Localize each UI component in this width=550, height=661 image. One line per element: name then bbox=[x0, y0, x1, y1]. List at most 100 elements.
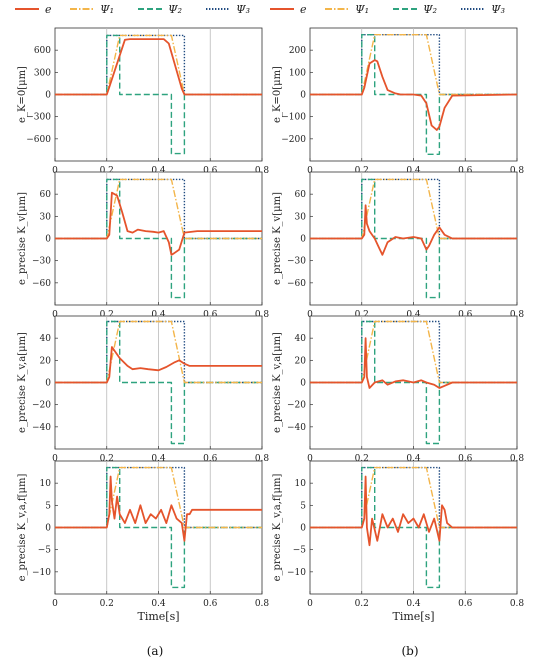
subplot-a-4: 10 5 0 −5 −10 0 0.2 0.4 0.6 0.8 e_precise K_v,a,f[… bbox=[17, 460, 270, 623]
y-tick-label: −60 bbox=[32, 279, 51, 289]
y-tick-label: −200 bbox=[281, 135, 306, 145]
x-tick-label: 0 bbox=[307, 599, 313, 609]
y-tick-label: 10 bbox=[295, 479, 307, 489]
y-axis-label: e_K=0[μm] bbox=[272, 66, 283, 123]
panel-label-a: (a) bbox=[147, 644, 164, 658]
subplot-a-3: 40 20 0 −20 −40 0 0.2 0.4 0.6 0.8 e_precise K_v,a[… bbox=[17, 315, 269, 464]
legend-label-psi3: Ψ₃ bbox=[491, 3, 505, 16]
subplot-b-2: 60 30 0 −30 −60 0 0.2 0.4 0.6 0.8 e_precise K_v[μm… bbox=[272, 171, 525, 320]
x-tick-label: 0 bbox=[307, 454, 313, 464]
series-line-e bbox=[310, 337, 517, 389]
x-tick-label: 0.6 bbox=[458, 310, 473, 320]
series-line-psi2 bbox=[310, 320, 517, 445]
x-tick-label: 0 bbox=[307, 166, 313, 176]
x-axis-label: Time[s] bbox=[392, 610, 434, 623]
y-tick-label: −20 bbox=[287, 401, 306, 411]
y-tick-label: −30 bbox=[287, 257, 306, 267]
y-tick-label: −40 bbox=[287, 423, 306, 433]
series-line-psi2 bbox=[55, 34, 262, 155]
y-tick-label: −300 bbox=[26, 113, 51, 123]
subplot-b-3: 40 20 0 −20 −40 0 0.2 0.4 0.6 0.8 e_precise K_v,a[… bbox=[272, 315, 524, 464]
y-tick-label: 30 bbox=[295, 212, 307, 222]
y-tick-label: 600 bbox=[34, 46, 51, 56]
x-tick-label: 0 bbox=[52, 599, 58, 609]
series-line-psi2 bbox=[55, 466, 262, 589]
y-tick-label: 0 bbox=[300, 379, 306, 389]
x-tick-label: 0.4 bbox=[151, 454, 166, 464]
x-tick-label: 0 bbox=[52, 454, 58, 464]
x-tick-label: 0.4 bbox=[406, 166, 421, 176]
y-tick-label: −600 bbox=[26, 135, 51, 145]
y-tick-label: 0 bbox=[300, 91, 306, 101]
y-tick-label: −40 bbox=[32, 423, 51, 433]
legend-label-psi3: Ψ₃ bbox=[236, 3, 250, 16]
y-tick-label: 30 bbox=[40, 212, 52, 222]
x-tick-label: 0.4 bbox=[151, 599, 166, 609]
x-tick-label: 0.6 bbox=[203, 454, 218, 464]
x-tick-label: 0.2 bbox=[355, 454, 369, 464]
x-tick-label: 0.4 bbox=[406, 599, 421, 609]
x-tick-label: 0.4 bbox=[151, 166, 166, 176]
y-tick-label: 0 bbox=[300, 235, 306, 245]
y-tick-label: 300 bbox=[34, 68, 51, 78]
legend-label-psi2: Ψ₂ bbox=[423, 3, 437, 16]
x-tick-label: 0.2 bbox=[355, 166, 369, 176]
x-tick-label: 0.8 bbox=[255, 310, 270, 320]
x-axis-label: Time[s] bbox=[137, 610, 179, 623]
x-tick-label: 0.2 bbox=[100, 454, 114, 464]
series-line-psi2 bbox=[55, 320, 262, 445]
subplot-b-1: 200 100 0 −100 −200 0 0.2 0.4 0.6 0.8 e_K=0[μm] bbox=[272, 27, 524, 176]
legend-label-e: e bbox=[300, 3, 307, 16]
y-axis-label: e_K=0[μm] bbox=[17, 66, 28, 123]
y-tick-label: −5 bbox=[38, 546, 52, 556]
x-tick-label: 0.8 bbox=[255, 166, 270, 176]
series-line-e bbox=[55, 475, 262, 542]
x-tick-label: 0.2 bbox=[355, 310, 369, 320]
y-tick-label: −10 bbox=[32, 568, 51, 578]
x-tick-label: 0.6 bbox=[203, 310, 218, 320]
series-line-e bbox=[310, 59, 517, 131]
legend-label-e: e bbox=[45, 3, 52, 16]
y-tick-label: 200 bbox=[289, 46, 306, 56]
y-tick-label: 40 bbox=[295, 334, 307, 344]
legend-right: e Ψ₁ Ψ₂ Ψ₃ bbox=[270, 3, 505, 16]
subplot-a-2: 60 30 0 −30 −60 0 0.2 0.4 0.6 0.8 e_precise K_v[μm… bbox=[17, 171, 270, 320]
y-tick-label: −20 bbox=[32, 401, 51, 411]
y-tick-label: 10 bbox=[40, 479, 52, 489]
y-tick-label: 0 bbox=[45, 235, 51, 245]
series-line-psi2 bbox=[310, 466, 517, 589]
y-tick-label: 0 bbox=[300, 524, 306, 534]
subplot-a-1: 600 300 0 −300 −600 0 0.2 0.4 0.6 0.8 e_K=0[μm] bbox=[17, 27, 270, 176]
x-tick-label: 0 bbox=[52, 166, 58, 176]
x-tick-label: 0.6 bbox=[203, 166, 218, 176]
series-line-psi2 bbox=[55, 178, 262, 299]
x-tick-label: 0.6 bbox=[458, 454, 473, 464]
x-tick-label: 0 bbox=[52, 310, 58, 320]
y-tick-label: −30 bbox=[32, 257, 51, 267]
legend-label-psi2: Ψ₂ bbox=[168, 3, 182, 16]
legend-left: e Ψ₁ Ψ₂ Ψ₃ bbox=[15, 3, 250, 16]
series-line-e bbox=[55, 346, 262, 384]
y-tick-label: 5 bbox=[300, 501, 306, 511]
x-tick-label: 0.2 bbox=[100, 599, 114, 609]
y-tick-label: 5 bbox=[45, 501, 51, 511]
y-tick-label: 20 bbox=[295, 356, 307, 366]
x-tick-label: 0.6 bbox=[458, 166, 473, 176]
x-tick-label: 0 bbox=[307, 310, 313, 320]
legend-label-psi1: Ψ₁ bbox=[355, 3, 369, 16]
y-tick-label: 0 bbox=[45, 524, 51, 534]
y-tick-label: −10 bbox=[287, 568, 306, 578]
x-tick-label: 0.6 bbox=[203, 599, 218, 609]
x-tick-label: 0.4 bbox=[406, 310, 421, 320]
x-tick-label: 0.4 bbox=[151, 310, 166, 320]
x-tick-label: 0.2 bbox=[355, 599, 369, 609]
x-tick-label: 0.2 bbox=[100, 310, 114, 320]
series-line-e bbox=[310, 204, 517, 256]
y-tick-label: 0 bbox=[45, 379, 51, 389]
y-tick-label: 0 bbox=[45, 91, 51, 101]
y-axis-label: e_precise K_v,a,f[μm] bbox=[17, 474, 28, 582]
x-tick-label: 0.8 bbox=[255, 599, 270, 609]
x-tick-label: 0.8 bbox=[510, 310, 525, 320]
